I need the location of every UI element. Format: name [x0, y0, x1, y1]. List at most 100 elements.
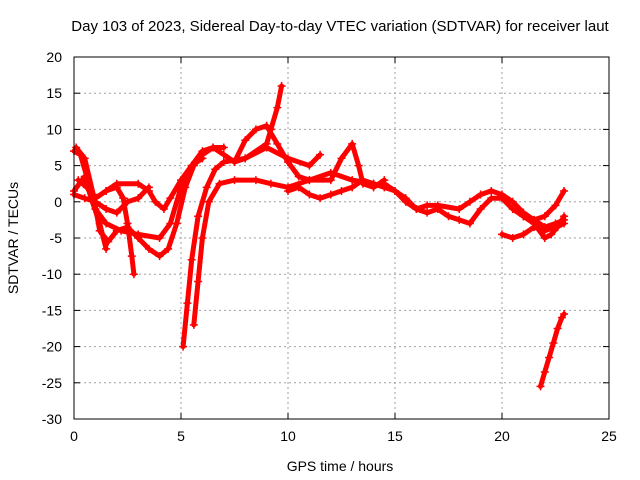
data-point	[74, 176, 83, 185]
data-point	[189, 320, 198, 329]
data-point	[305, 176, 314, 185]
data-point	[262, 121, 271, 130]
data-point	[519, 230, 528, 239]
x-tick-label: 0	[70, 428, 78, 444]
data-point	[209, 143, 218, 152]
y-tick-label: 15	[46, 85, 62, 101]
data-point	[545, 353, 554, 362]
y-tick-label: 0	[54, 194, 62, 210]
plot-frame	[73, 56, 610, 420]
data-point	[476, 205, 485, 214]
x-tick-label: 25	[601, 428, 617, 444]
series-markers-5	[102, 154, 207, 214]
data-point	[204, 197, 213, 206]
data-point	[202, 183, 211, 192]
data-point	[211, 165, 220, 174]
x-tick-label: 20	[494, 428, 510, 444]
y-tick-label: 20	[46, 49, 62, 65]
data-point	[455, 205, 464, 214]
data-point	[348, 183, 357, 192]
data-point	[177, 176, 185, 185]
y-tick-label: -20	[42, 339, 62, 355]
y-tick-label: 10	[46, 121, 62, 137]
data-point	[82, 183, 91, 192]
data-point	[530, 219, 539, 228]
data-point	[187, 161, 196, 170]
data-point	[476, 190, 485, 199]
data-point	[455, 215, 464, 224]
x-axis-label: GPS time / hours	[287, 458, 394, 474]
data-point	[540, 212, 549, 221]
data-point	[391, 186, 399, 195]
chart-title: Day 103 of 2023, Sidereal Day-to-day VTE…	[71, 18, 609, 35]
data-point	[326, 190, 335, 199]
data-point	[305, 190, 314, 199]
y-tick-label: 5	[54, 158, 62, 174]
data-point	[80, 194, 89, 203]
data-point	[354, 161, 363, 170]
data-point	[198, 234, 207, 242]
data-point	[262, 139, 271, 148]
data-point	[540, 367, 549, 376]
data-point	[412, 205, 421, 214]
data-point	[337, 154, 346, 163]
data-point	[433, 205, 442, 214]
data-point	[155, 234, 164, 242]
data-point	[277, 81, 286, 90]
data-point	[369, 179, 378, 188]
data-point	[337, 186, 346, 195]
data-point	[219, 150, 228, 159]
data-point	[401, 194, 410, 203]
x-tick-label: 15	[387, 428, 403, 444]
data-point	[102, 186, 111, 195]
data-point	[348, 176, 357, 185]
data-point	[134, 194, 143, 203]
data-point	[316, 194, 325, 203]
data-point	[134, 179, 143, 188]
y-tick-label: -15	[42, 302, 62, 318]
data-point	[423, 208, 432, 217]
data-point	[194, 212, 203, 221]
data-point	[72, 143, 81, 152]
data-point	[547, 230, 556, 239]
data-point	[444, 212, 453, 221]
series-markers-14	[536, 310, 569, 391]
data-point	[273, 139, 282, 148]
data-point	[112, 226, 121, 235]
data-point	[551, 201, 560, 210]
data-point	[273, 103, 282, 112]
data-point	[102, 244, 111, 253]
data-point	[487, 194, 496, 203]
data-point	[465, 219, 474, 228]
data-series	[70, 81, 569, 391]
data-point	[215, 179, 224, 188]
data-point	[423, 201, 432, 210]
data-point	[284, 186, 292, 195]
data-point	[198, 154, 207, 163]
data-point	[187, 255, 196, 264]
axis-ticks: 0 5 10 15 20 25 -30 -25 -20 -15 -10 -5 0 5 10 15 20	[42, 49, 617, 444]
series-markers-6	[70, 183, 153, 217]
data-point	[166, 194, 175, 203]
series-markers-13	[519, 212, 569, 242]
data-point	[159, 205, 168, 214]
data-point	[112, 208, 121, 217]
y-tick-label: -10	[42, 266, 62, 282]
data-point	[540, 234, 549, 242]
series-line-11	[381, 181, 567, 226]
y-axis-label: SDTVAR / TECUs	[5, 182, 21, 294]
data-point	[91, 197, 100, 206]
y-tick-label: -5	[50, 230, 63, 246]
data-point	[230, 176, 239, 185]
data-point	[305, 161, 314, 170]
data-point	[181, 183, 190, 192]
series-line-5	[103, 155, 205, 212]
data-point	[241, 136, 250, 145]
data-point	[123, 197, 132, 206]
data-point	[465, 197, 474, 206]
series-markers-7	[179, 81, 286, 351]
data-point	[294, 183, 303, 192]
data-point	[123, 219, 132, 228]
series-line-14	[538, 311, 567, 389]
